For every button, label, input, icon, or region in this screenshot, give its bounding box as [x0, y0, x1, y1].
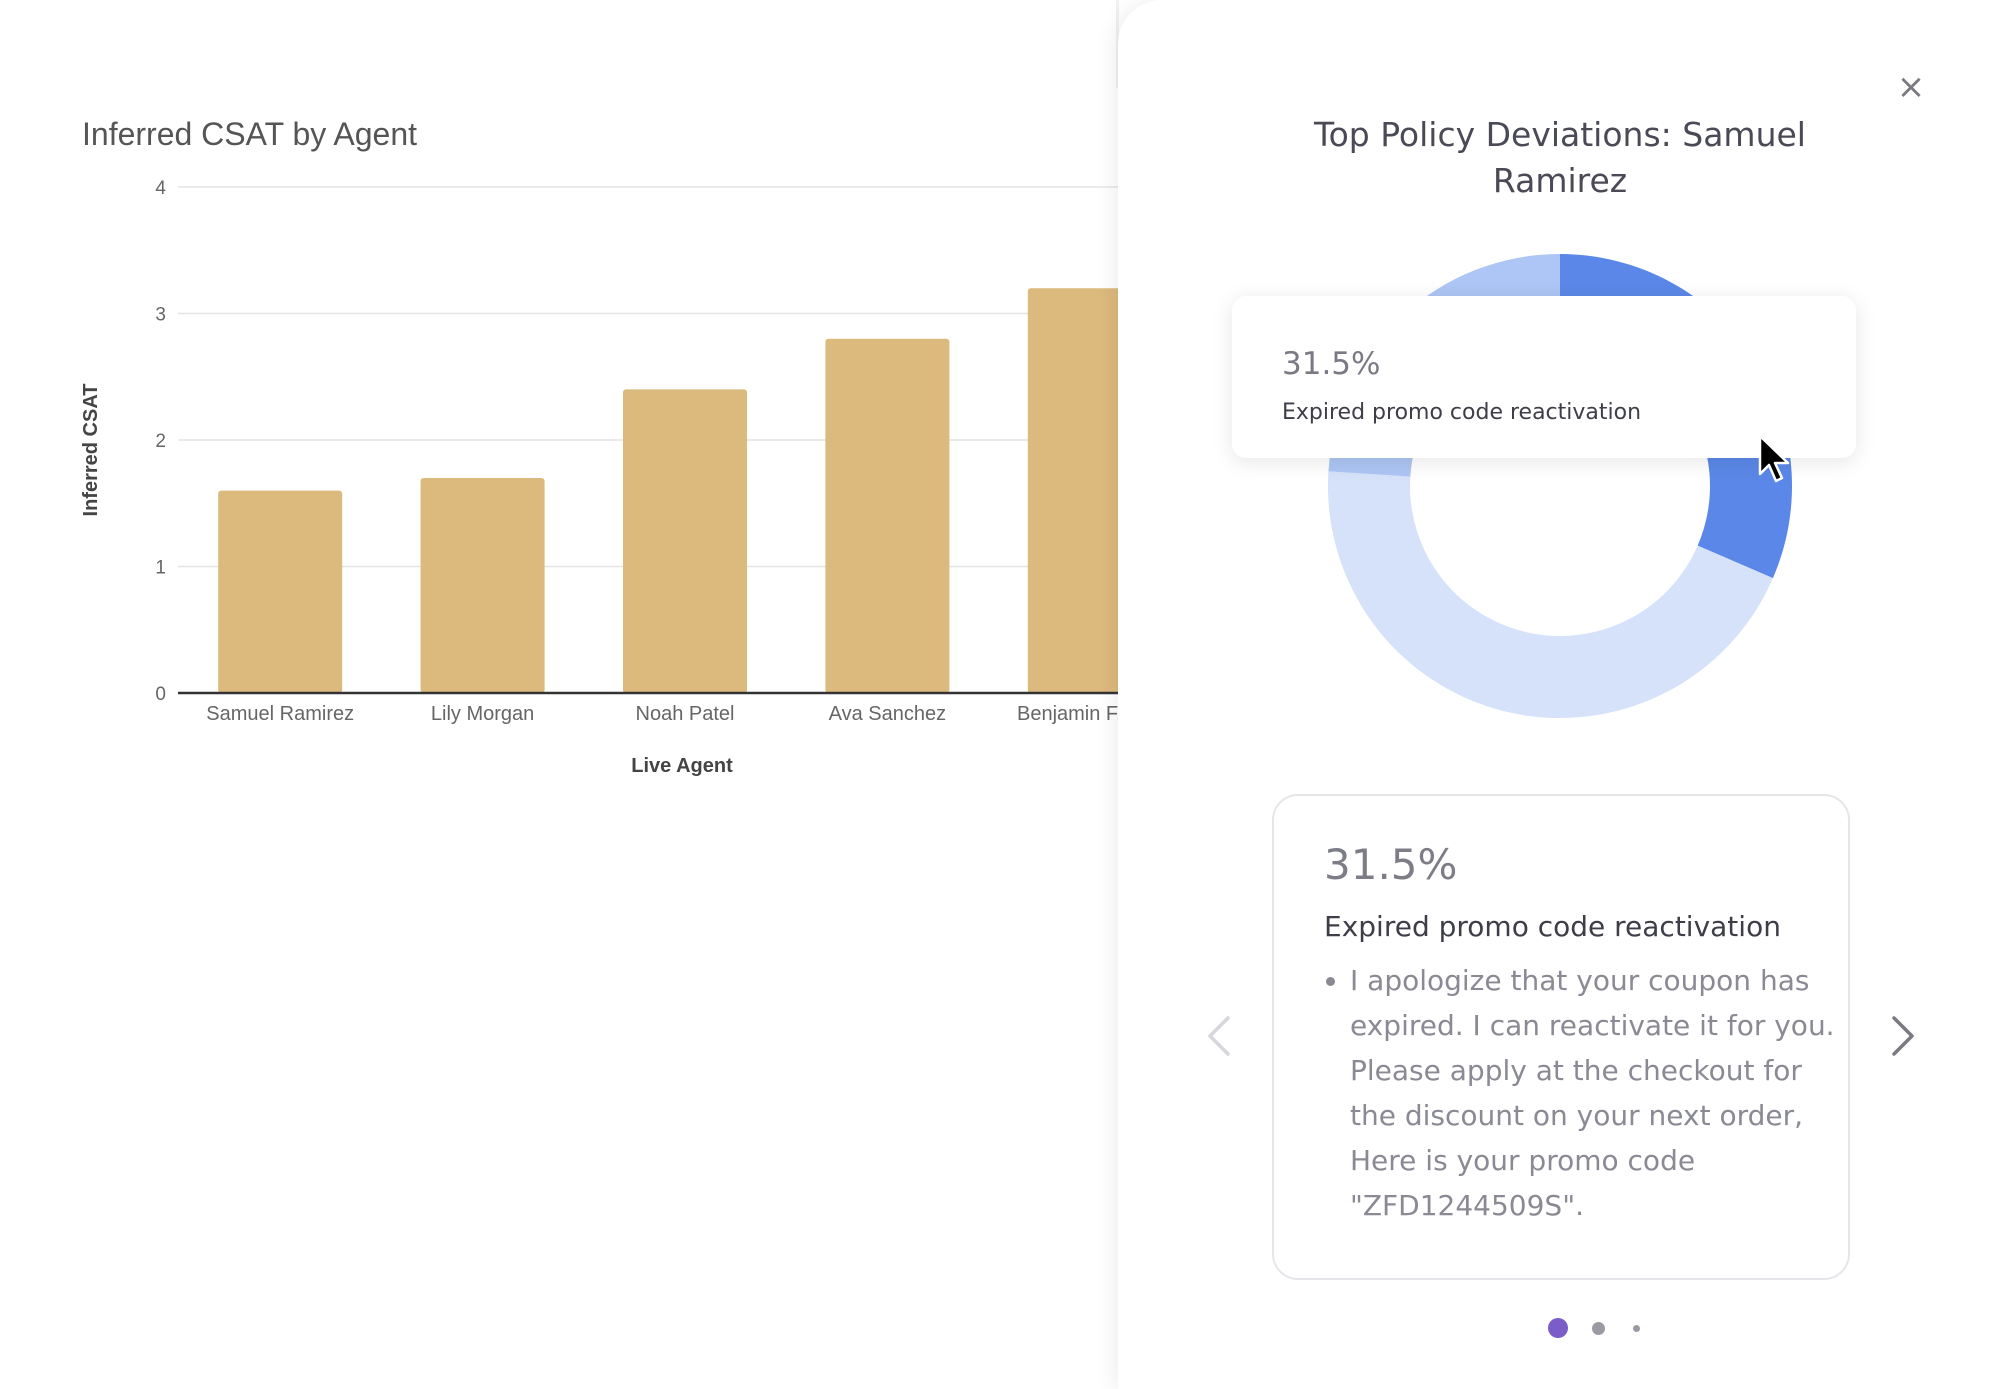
drawer-edge — [1116, 0, 1119, 88]
bar[interactable] — [623, 389, 747, 693]
chart-title: Inferred CSAT by Agent — [82, 116, 417, 152]
x-tick-label: Noah Patel — [636, 703, 735, 725]
card-value: 31.5% — [1324, 840, 1458, 889]
bar-chart-panel: Inferred CSAT by Agent 0 1 2 3 4 Samuel Ramire… — [0, 0, 1200, 820]
chevron-right-icon[interactable] — [1888, 1012, 1918, 1060]
tooltip-value: 31.5% — [1282, 346, 1381, 382]
x-axis-title: Live Agent — [631, 755, 733, 777]
card-example-item: I apologize that your coupon has expired… — [1350, 958, 1850, 1228]
close-icon[interactable]: × — [1896, 67, 1926, 107]
pagination-dot-3[interactable] — [1633, 1325, 1640, 1332]
pagination-dot-1[interactable] — [1548, 1318, 1568, 1338]
x-tick-label: Lily Morgan — [431, 703, 534, 725]
x-tick-label: Samuel Ramirez — [206, 703, 354, 725]
x-tick-label: Ava Sanchez — [829, 703, 947, 725]
y-tick-label: 1 — [155, 558, 166, 579]
bar-chart: Inferred CSAT by Agent 0 1 2 3 4 Samuel Ramire… — [80, 116, 1190, 777]
pagination-dot-2[interactable] — [1592, 1322, 1605, 1335]
card-title: Expired promo code reactivation — [1324, 910, 1781, 943]
carousel-pagination — [1540, 1316, 1680, 1340]
tooltip-label: Expired promo code reactivation — [1282, 400, 1642, 425]
donut-segment[interactable] — [1328, 471, 1773, 718]
chevron-left-icon[interactable] — [1204, 1012, 1234, 1060]
mouse-cursor-icon — [1758, 434, 1790, 483]
y-tick-label: 4 — [155, 178, 166, 199]
bar[interactable] — [218, 490, 343, 693]
drawer-title: Top Policy Deviations: Samuel Ramirez — [1314, 115, 1806, 200]
bar[interactable] — [825, 338, 950, 693]
card-example-list: I apologize that your coupon has expired… — [1324, 958, 1850, 1228]
y-tick-label: 2 — [155, 431, 166, 452]
y-axis-title: Inferred CSAT — [80, 384, 102, 517]
bar[interactable] — [420, 477, 545, 693]
donut-tooltip: 31.5% Expired promo code reactivation — [1232, 296, 1856, 458]
deviation-detail-card: 31.5% Expired promo code reactivation I … — [1272, 794, 1850, 1280]
y-tick-label: 0 — [155, 684, 166, 705]
y-tick-label: 3 — [155, 305, 166, 326]
